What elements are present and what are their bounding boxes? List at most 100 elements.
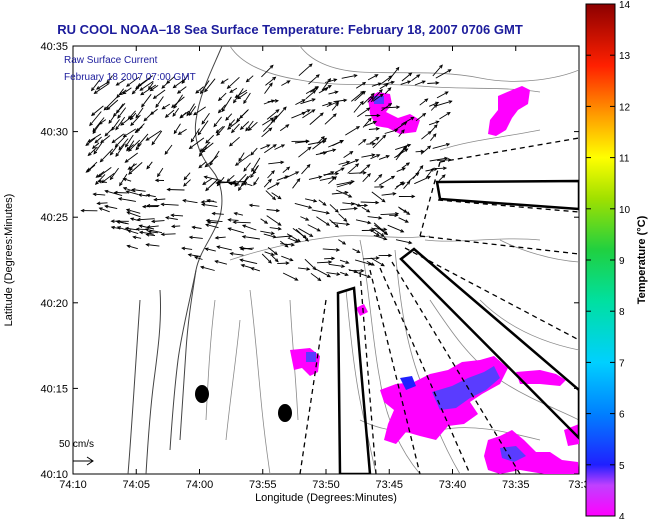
current-vector-head: [125, 190, 130, 194]
current-vector: [312, 138, 327, 150]
current-vector: [123, 187, 136, 193]
current-vector-head: [114, 143, 119, 148]
current-vector-head: [198, 164, 203, 169]
current-vector: [324, 78, 337, 83]
current-vector-head: [104, 189, 109, 194]
current-vector-head: [289, 257, 294, 262]
current-vector-head: [280, 160, 285, 165]
map-title: RU COOL NOAA–18 Sea Surface Temperature:…: [57, 22, 523, 37]
coastline: [127, 46, 223, 474]
current-vector-head: [137, 193, 143, 197]
current-vector: [432, 143, 450, 149]
current-vector: [294, 202, 312, 209]
current-vector: [172, 108, 180, 117]
current-vector-head: [404, 219, 409, 223]
current-vector: [372, 134, 386, 149]
current-vector-head: [151, 141, 156, 146]
current-vector: [234, 212, 244, 216]
current-vector-head: [205, 187, 210, 192]
current-vector: [111, 119, 120, 131]
current-vector-head: [166, 187, 171, 192]
current-vector: [262, 117, 274, 126]
current-vector-head: [202, 181, 207, 185]
current-vector-head: [388, 102, 393, 107]
current-vector: [269, 227, 281, 230]
current-vector: [324, 113, 337, 125]
current-vector: [260, 218, 268, 224]
current-vector-head: [427, 145, 432, 150]
current-vector-head: [331, 256, 336, 261]
current-vector-head: [100, 139, 105, 144]
current-vector-head: [394, 213, 399, 218]
current-vector: [373, 234, 387, 240]
current-vector-head: [335, 248, 341, 252]
current-vector: [251, 157, 261, 172]
current-vector: [370, 154, 380, 160]
current-vector-head: [325, 211, 331, 215]
current-vector: [362, 118, 372, 128]
current-vector-head: [392, 192, 397, 196]
y-tick-label: 40:10: [40, 469, 68, 481]
current-vector-head: [124, 226, 129, 231]
current-vector-head: [383, 227, 388, 232]
current-vector-head: [269, 82, 273, 87]
current-vector: [229, 136, 240, 147]
current-vector: [190, 128, 200, 143]
current-vector: [271, 192, 282, 200]
current-vector-head: [375, 136, 380, 141]
current-vector-head: [90, 87, 95, 92]
current-vector-head: [245, 127, 249, 132]
current-vector: [400, 117, 414, 125]
current-vector: [146, 130, 162, 141]
current-vector-head: [240, 182, 245, 187]
current-vector-head: [173, 104, 178, 109]
radar-sector-lines: [299, 137, 579, 474]
current-vector-head: [331, 175, 336, 180]
current-vector: [310, 272, 321, 281]
current-vector: [265, 190, 276, 200]
current-vector: [335, 167, 345, 173]
current-vector-head: [204, 88, 208, 93]
current-vector-head: [164, 114, 169, 118]
current-vector-head: [308, 205, 313, 209]
colorbar-label: Temperature (°C): [636, 215, 648, 304]
current-vector-head: [370, 262, 375, 266]
current-vector-head: [403, 121, 408, 126]
colorbar-tick-label: 14: [619, 0, 631, 11]
current-vector: [227, 119, 240, 130]
current-vector-head: [442, 166, 448, 170]
current-vector-head: [160, 232, 165, 237]
current-vector-head: [93, 150, 98, 155]
current-vector: [314, 268, 331, 278]
current-vector-head: [144, 227, 149, 232]
current-vector-head: [236, 118, 241, 122]
current-vector-head: [294, 277, 299, 281]
current-vector: [118, 198, 136, 202]
current-vector-head: [216, 132, 221, 137]
current-vector: [248, 121, 258, 131]
current-vector: [338, 239, 346, 245]
current-vector-head: [353, 206, 358, 211]
colorbar-tick-label: 4: [619, 512, 625, 519]
current-vector: [339, 259, 349, 264]
current-vector-head: [349, 151, 354, 155]
current-vector: [133, 236, 142, 239]
current-vector-head: [209, 161, 213, 166]
current-vector: [295, 99, 306, 105]
current-vector-head: [356, 249, 361, 253]
current-vector: [328, 140, 344, 148]
current-vector-head: [290, 243, 296, 247]
current-vector: [338, 161, 350, 165]
current-vector-head: [236, 95, 242, 100]
current-vector-head: [95, 86, 101, 90]
current-vector: [305, 86, 319, 94]
current-vector-head: [296, 177, 301, 182]
current-vector-head: [200, 200, 205, 204]
current-vector: [282, 166, 290, 173]
current-vector: [261, 253, 272, 264]
current-vector-head: [296, 238, 302, 243]
current-vector-head: [406, 162, 411, 167]
current-vector-head: [155, 103, 160, 108]
current-vector: [136, 123, 145, 132]
current-vector: [414, 80, 426, 86]
